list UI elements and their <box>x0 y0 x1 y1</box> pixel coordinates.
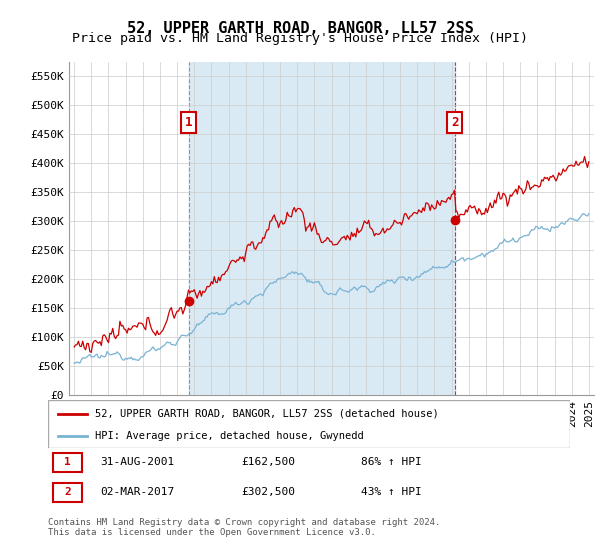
Text: 1: 1 <box>64 457 71 467</box>
FancyBboxPatch shape <box>53 483 82 502</box>
Text: Contains HM Land Registry data © Crown copyright and database right 2024.
This d: Contains HM Land Registry data © Crown c… <box>48 518 440 538</box>
Text: HPI: Average price, detached house, Gwynedd: HPI: Average price, detached house, Gwyn… <box>95 431 364 441</box>
FancyBboxPatch shape <box>53 452 82 472</box>
Text: 52, UPPER GARTH ROAD, BANGOR, LL57 2SS: 52, UPPER GARTH ROAD, BANGOR, LL57 2SS <box>127 21 473 36</box>
Text: 1: 1 <box>185 116 193 129</box>
FancyBboxPatch shape <box>48 400 570 448</box>
Bar <box>188 62 455 395</box>
Text: 2: 2 <box>451 116 458 129</box>
Text: 43% ↑ HPI: 43% ↑ HPI <box>361 487 422 497</box>
Text: £162,500: £162,500 <box>241 457 295 467</box>
Text: 52, UPPER GARTH ROAD, BANGOR, LL57 2SS (detached house): 52, UPPER GARTH ROAD, BANGOR, LL57 2SS (… <box>95 409 439 419</box>
Text: Price paid vs. HM Land Registry's House Price Index (HPI): Price paid vs. HM Land Registry's House … <box>72 32 528 45</box>
Text: £302,500: £302,500 <box>241 487 295 497</box>
Text: 86% ↑ HPI: 86% ↑ HPI <box>361 457 422 467</box>
Text: 02-MAR-2017: 02-MAR-2017 <box>100 487 175 497</box>
Text: 2: 2 <box>64 487 71 497</box>
Text: 31-AUG-2001: 31-AUG-2001 <box>100 457 175 467</box>
